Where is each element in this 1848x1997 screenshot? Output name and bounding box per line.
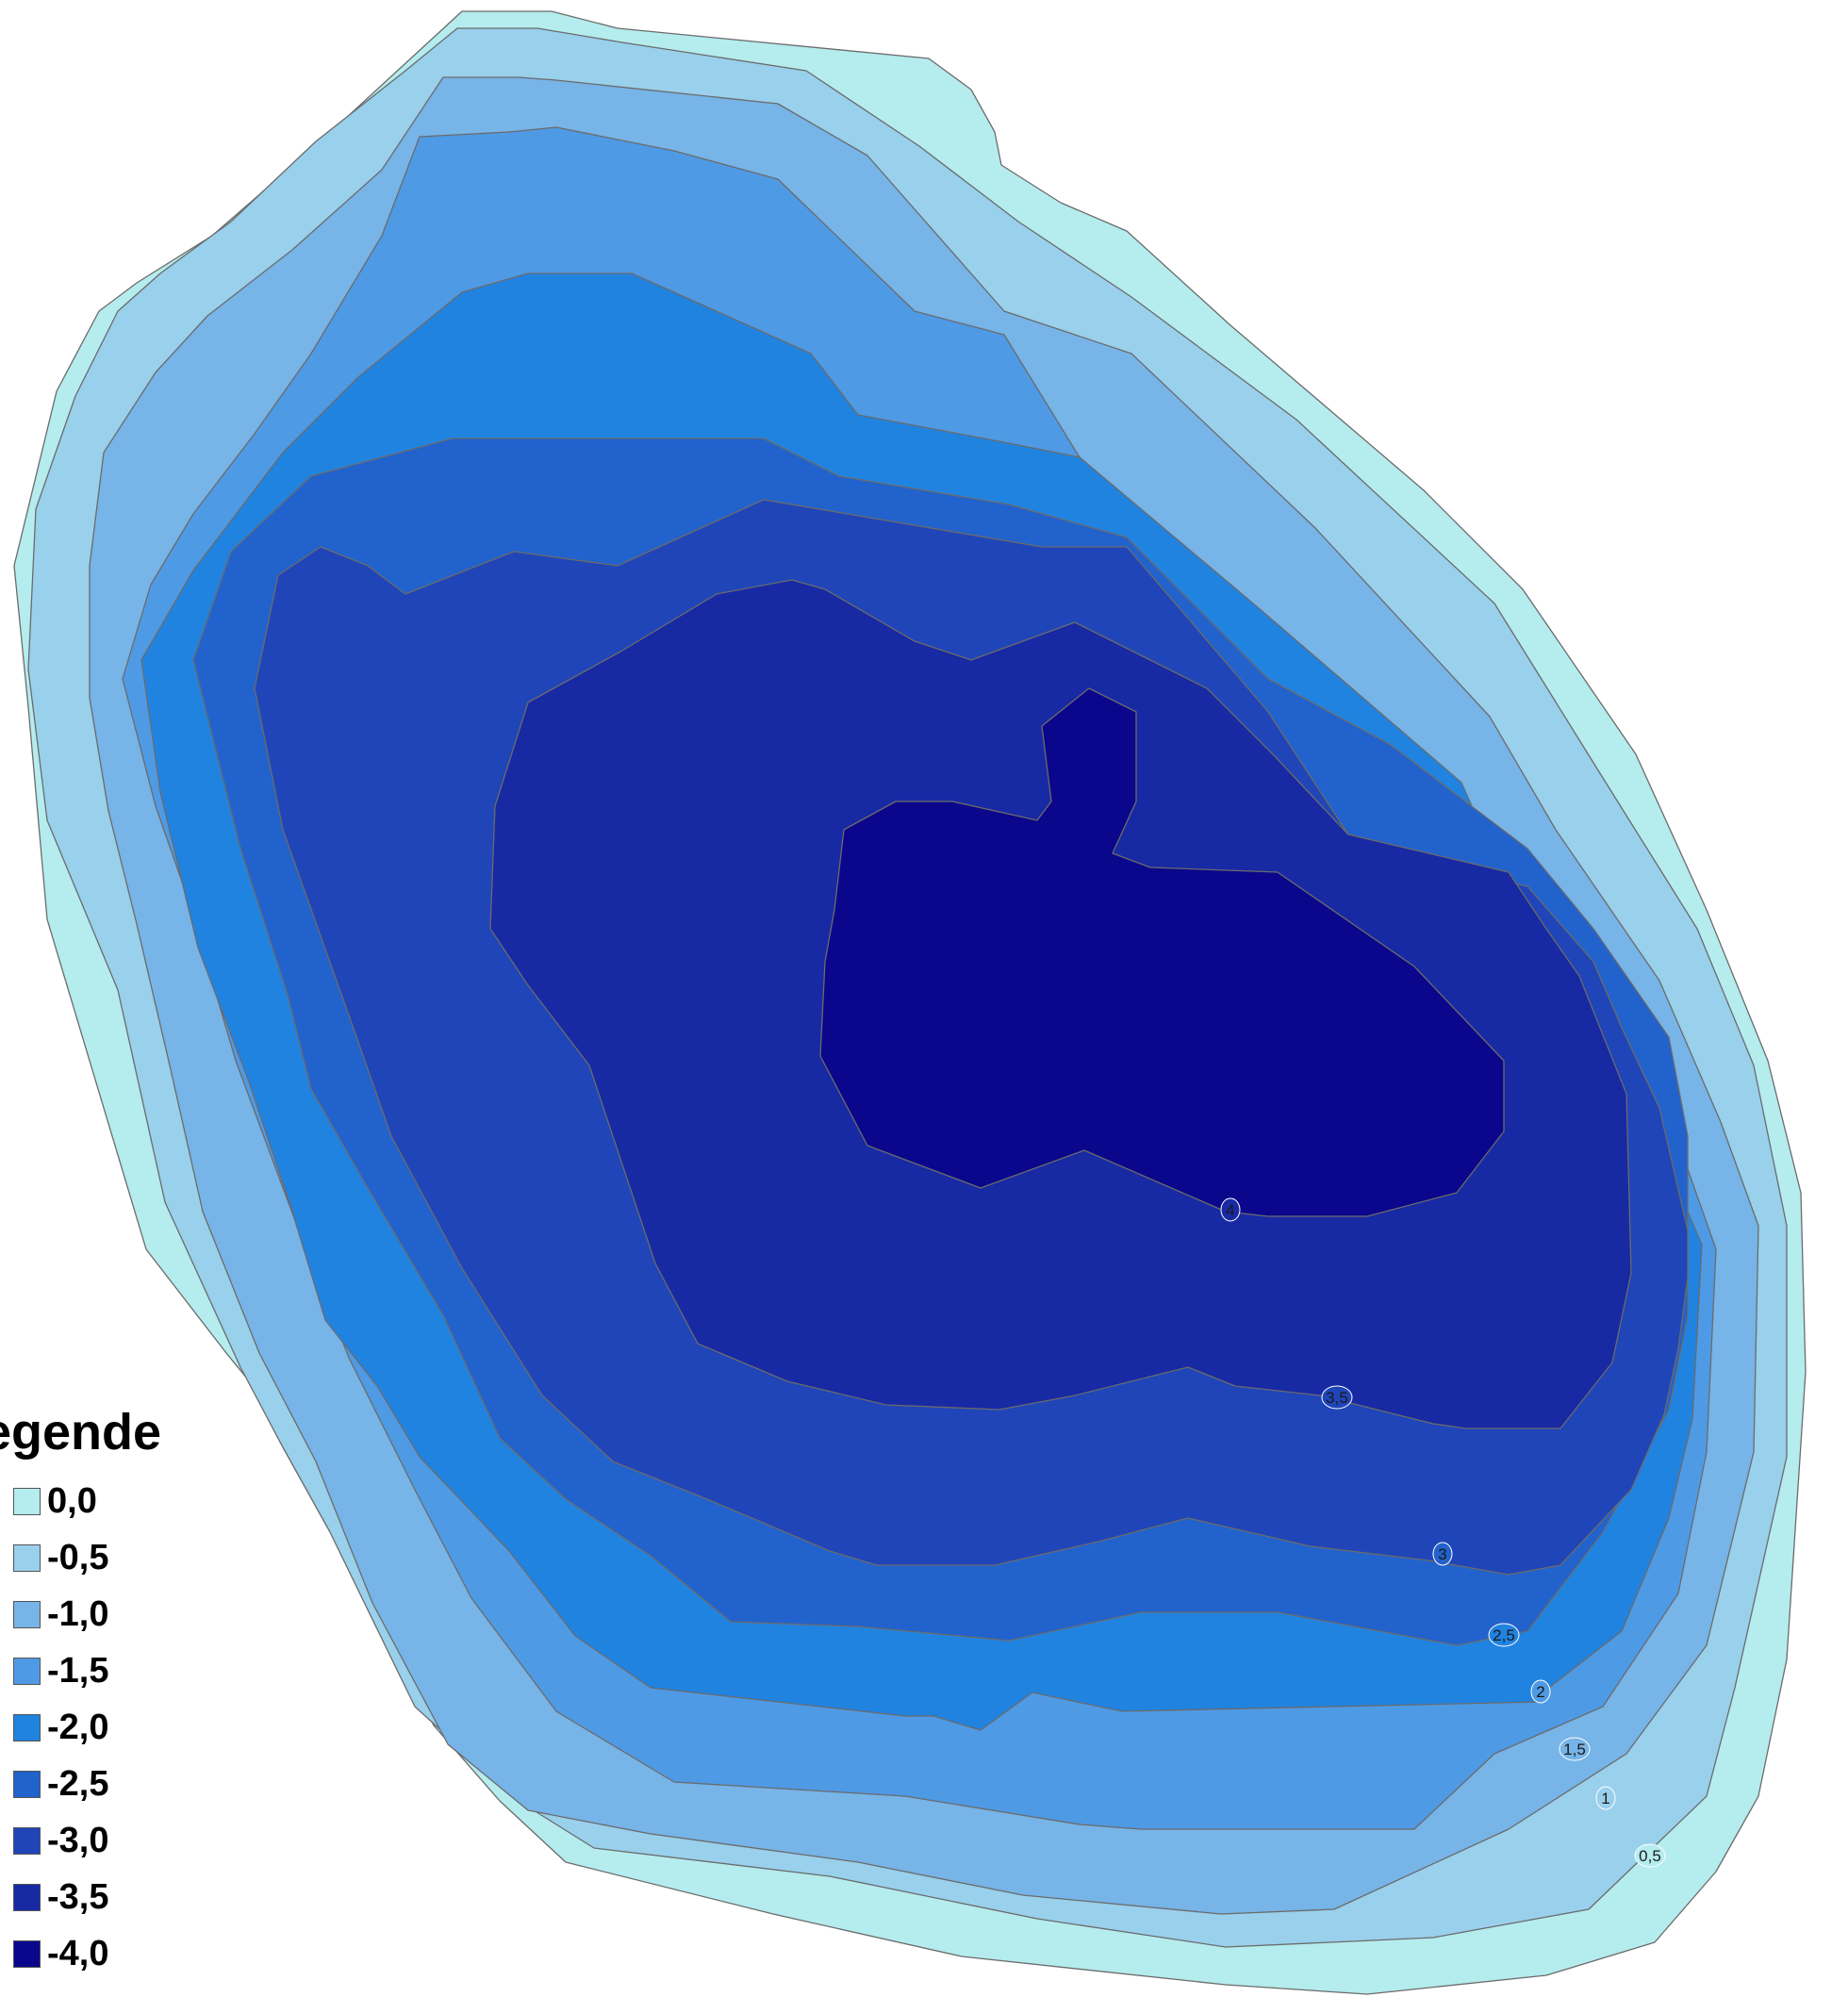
legend-item: -3,5 (13, 1876, 109, 1917)
legend-label: -1,0 (47, 1593, 109, 1634)
contour-label-2-5: 2,5 (1488, 1623, 1520, 1647)
legend-item: 0,0 (13, 1480, 97, 1521)
svg-text:1: 1 (1601, 1790, 1609, 1807)
svg-text:0,5: 0,5 (1639, 1847, 1661, 1865)
svg-text:1,5: 1,5 (1563, 1741, 1586, 1758)
legend-swatch (13, 1713, 41, 1741)
contour-label-4: 4 (1220, 1197, 1241, 1222)
legend-item: -4,0 (13, 1933, 109, 1973)
legend-label: -0,5 (47, 1537, 109, 1577)
legend-swatch (13, 1543, 41, 1572)
contour-label-1: 1 (1595, 1786, 1616, 1810)
legend-item: -1,0 (13, 1593, 109, 1634)
depth-zone-4-0 (819, 687, 1505, 1217)
svg-text:2,5: 2,5 (1493, 1626, 1515, 1644)
legend-label: 0,0 (47, 1480, 97, 1521)
svg-text:3,5: 3,5 (1326, 1389, 1348, 1407)
legend-item: -2,5 (13, 1763, 109, 1804)
legend-label: -4,0 (47, 1933, 109, 1973)
legend-item: -3,0 (13, 1820, 109, 1860)
legend-swatch (13, 1939, 41, 1968)
legend-swatch (13, 1883, 41, 1911)
contour-label-1-5: 1,5 (1559, 1737, 1591, 1761)
legend-label: -3,0 (47, 1820, 109, 1860)
legend-swatch (13, 1600, 41, 1628)
legend-title: egende (0, 1404, 162, 1461)
contour-label-2: 2 (1530, 1679, 1551, 1704)
legend-label: -2,0 (47, 1707, 109, 1747)
legend-item: -0,5 (13, 1537, 109, 1577)
legend-swatch (13, 1657, 41, 1685)
svg-text:4: 4 (1226, 1201, 1234, 1219)
svg-text:2: 2 (1536, 1683, 1544, 1701)
legend-swatch (13, 1487, 41, 1515)
legend-swatch (13, 1770, 41, 1798)
svg-text:3: 3 (1438, 1545, 1446, 1563)
contour-label-0-5: 0,5 (1634, 1843, 1666, 1868)
legend-swatch (13, 1826, 41, 1855)
legend-label: -3,5 (47, 1876, 109, 1917)
contour-label-3: 3 (1432, 1542, 1453, 1566)
legend: egende 0,0 -0,5 -1,0 -1,5 -2,0 -2,5 -3,0… (0, 1403, 226, 1988)
legend-label: -2,5 (47, 1763, 109, 1804)
legend-label: -1,5 (47, 1650, 109, 1691)
legend-item: -1,5 (13, 1650, 109, 1691)
contour-label-3-5: 3,5 (1321, 1385, 1353, 1410)
legend-item: -2,0 (13, 1707, 109, 1747)
